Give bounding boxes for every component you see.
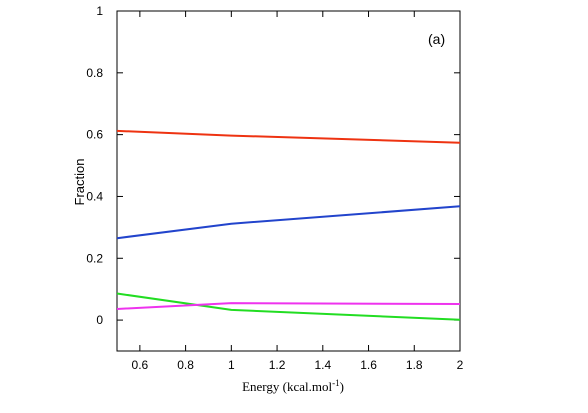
x-axis-label-superscript: -1: [332, 378, 340, 388]
series-line-2: [116, 205, 461, 240]
panel-label: (a): [428, 31, 445, 47]
x-tick-label: 2: [457, 358, 464, 372]
series-line-4: [116, 302, 461, 310]
y-tick-label: 0.8: [86, 66, 103, 80]
y-tick-label: 0.6: [86, 128, 103, 142]
y-tick-label: 0.2: [86, 251, 103, 265]
plot-frame: [116, 10, 461, 352]
x-axis-label: Energy (kcal.mol-1): [242, 378, 344, 394]
x-tick-label: 1.8: [406, 358, 423, 372]
x-axis-label-main: Energy (kcal.mol: [242, 379, 332, 394]
y-axis-label: Fraction: [72, 159, 87, 206]
y-tick-label: 1: [96, 4, 103, 18]
x-tick-label: 0.8: [177, 358, 194, 372]
x-axis-label-close: ): [340, 379, 344, 394]
x-tick-label: 1: [228, 358, 235, 372]
plot-area: 0.6 0.8 1 1.2 1.4 1.6 1.8 2 0 0.2 0.4 0.6 0.8 1: [86, 4, 463, 372]
series-line-3: [116, 292, 461, 321]
x-tick-label: 1.4: [314, 358, 331, 372]
y-tick-label: 0.4: [86, 189, 103, 203]
x-tick-label: 1.6: [360, 358, 377, 372]
x-tick-label: 0.6: [132, 358, 149, 372]
series-line-1: [116, 129, 461, 144]
x-tick-label: 1.2: [269, 358, 286, 372]
y-tick-label: 0: [96, 313, 103, 327]
